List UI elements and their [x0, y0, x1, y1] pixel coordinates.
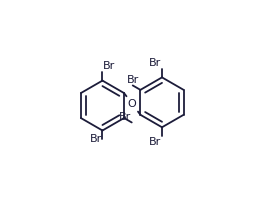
Text: Br: Br [149, 137, 161, 147]
Text: O: O [128, 99, 137, 109]
Text: Br: Br [127, 75, 139, 85]
Text: Br: Br [103, 61, 115, 71]
Text: Br: Br [90, 134, 102, 144]
Text: Br: Br [149, 58, 161, 68]
Text: Br: Br [119, 112, 131, 122]
